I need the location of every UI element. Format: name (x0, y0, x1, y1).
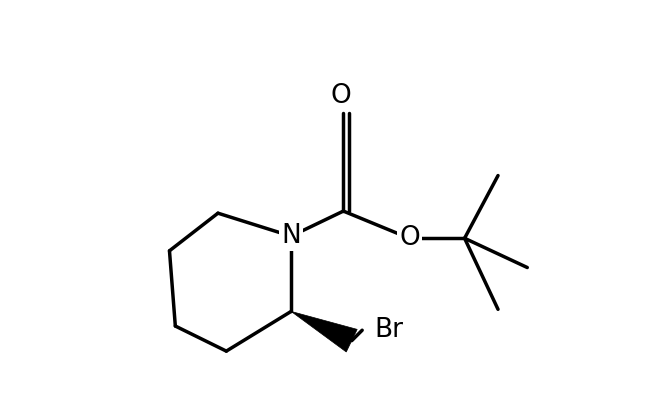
Text: O: O (331, 83, 352, 109)
Text: O: O (399, 225, 420, 251)
Text: Br: Br (375, 317, 404, 343)
Text: N: N (281, 223, 301, 249)
Polygon shape (291, 311, 357, 352)
